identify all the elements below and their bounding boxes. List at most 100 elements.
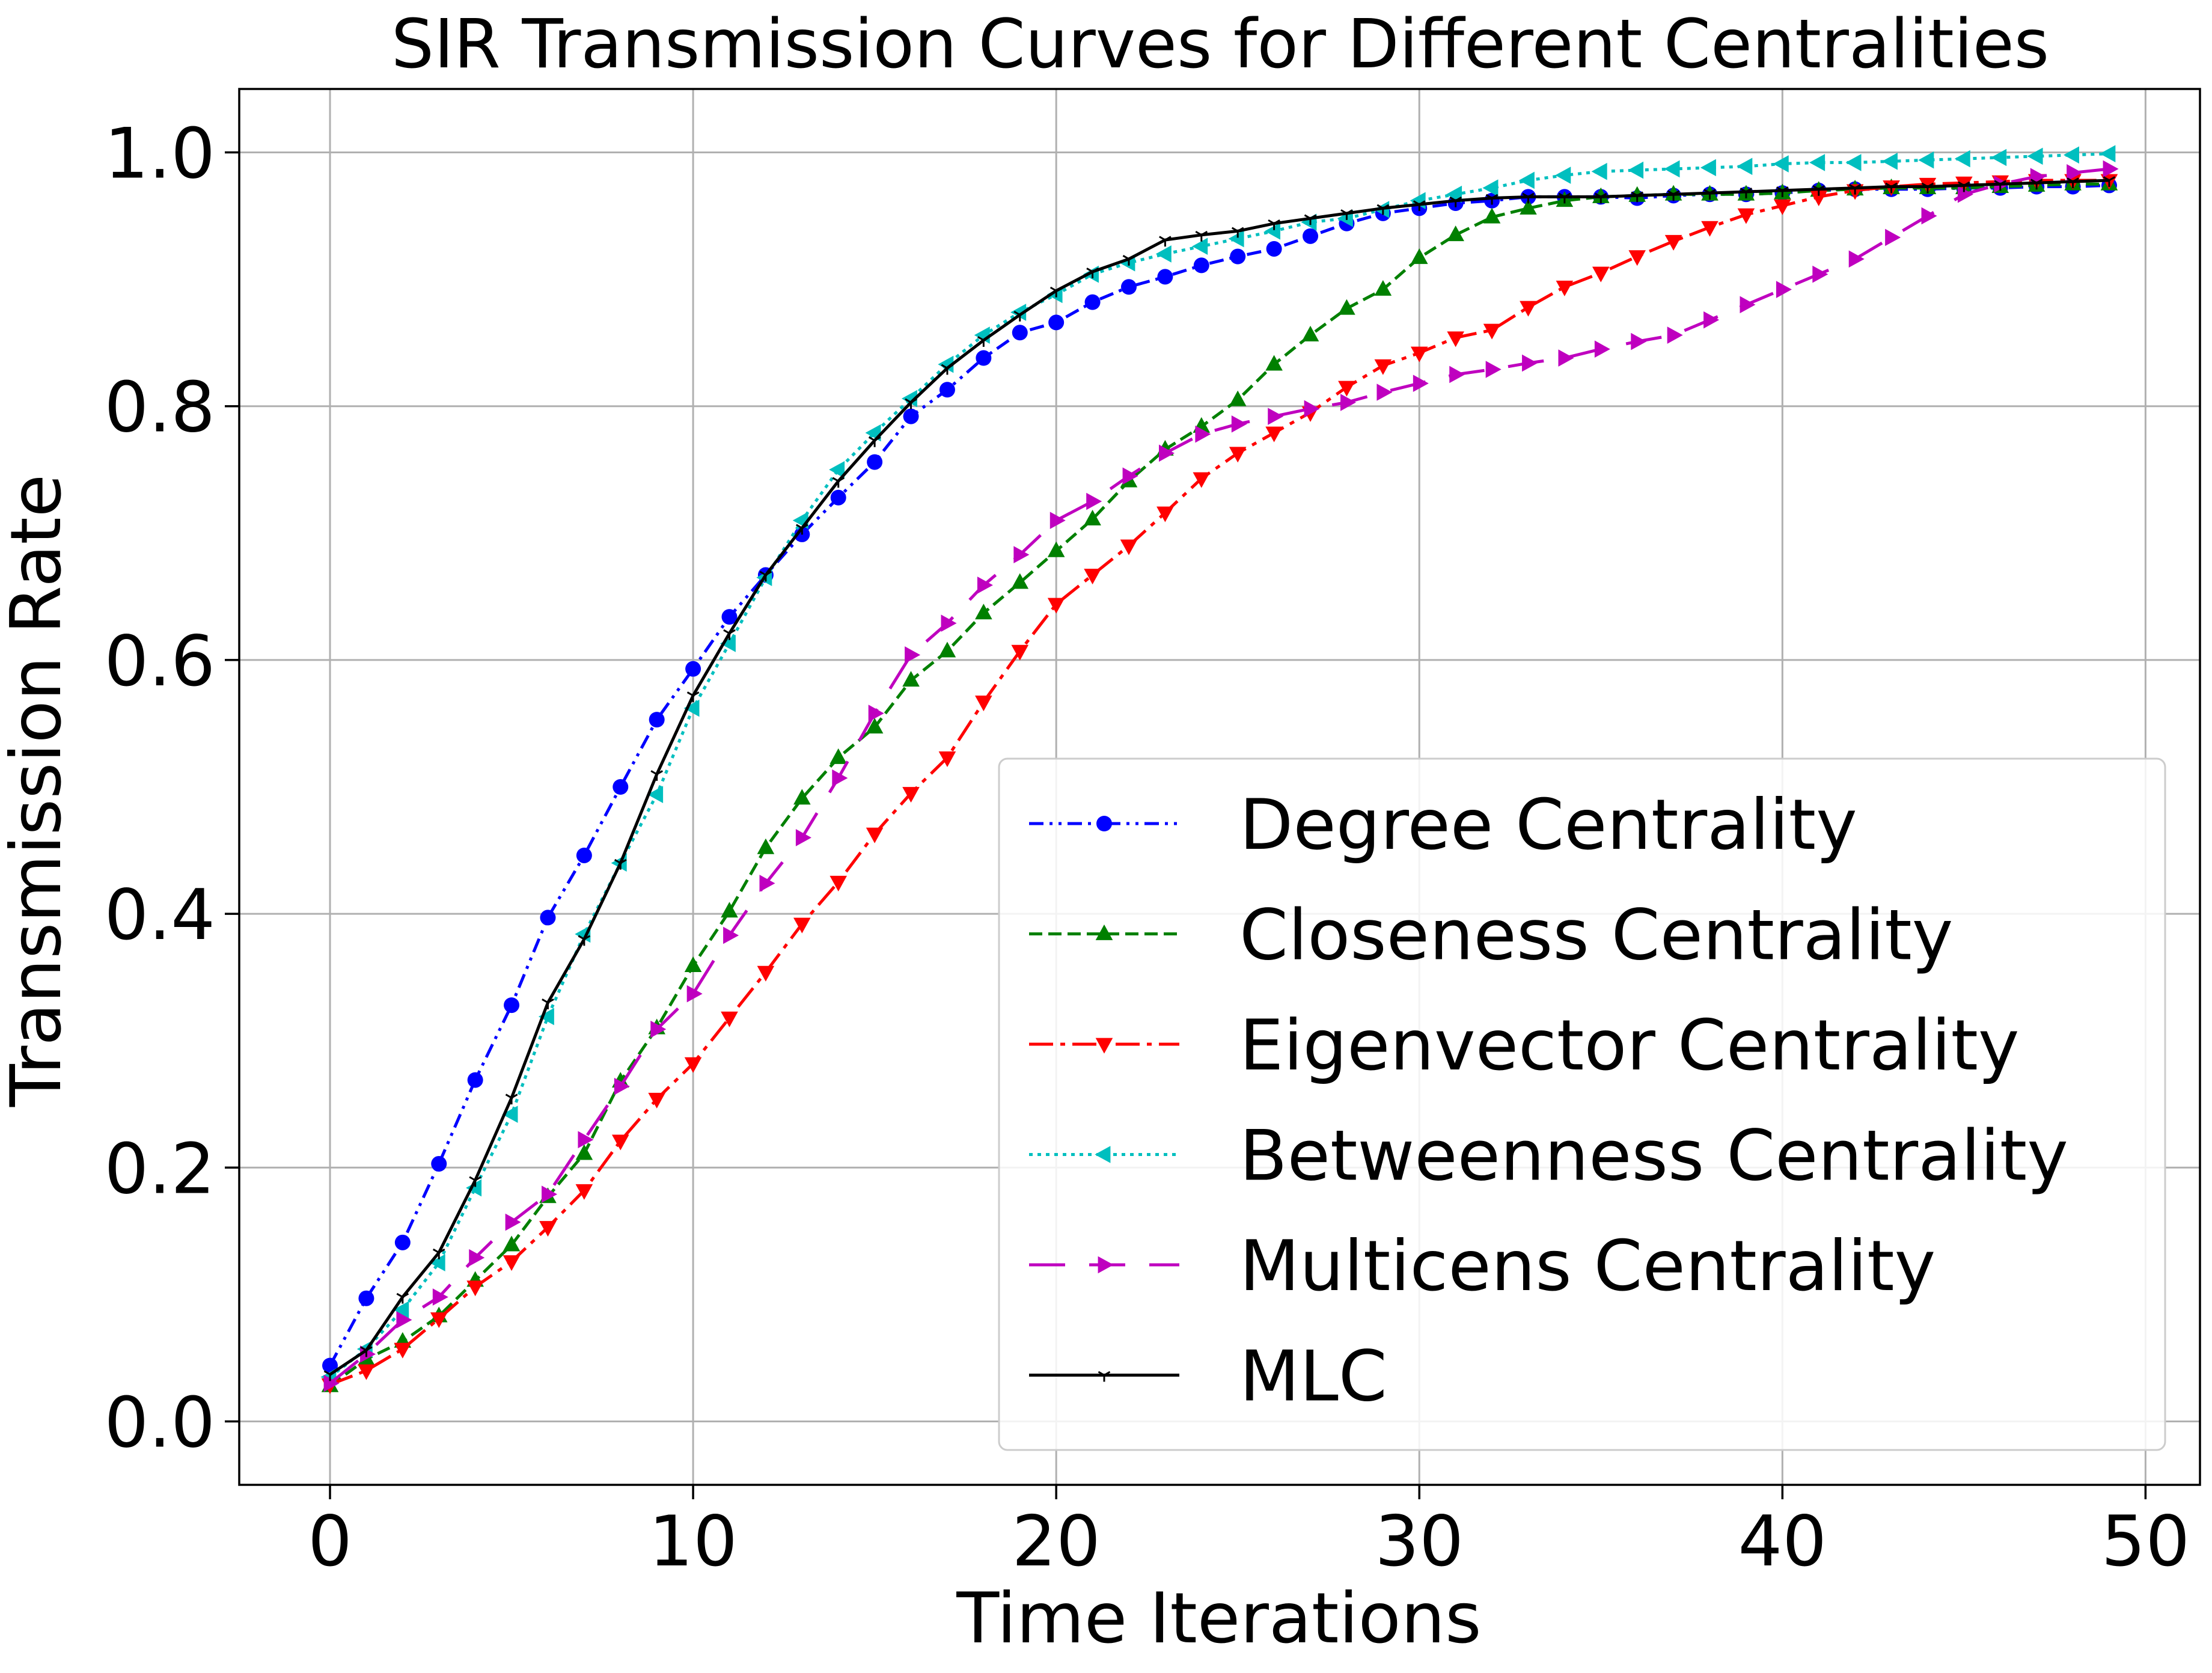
data-point [2030,179,2043,190]
data-point [1810,191,1828,207]
data-point [684,956,702,973]
data-point [1268,219,1280,230]
data-point [1303,228,1319,244]
data-point [614,858,627,870]
data-point [1776,281,1792,298]
legend-marker [1095,924,1113,940]
chart-title: SIR Transmission Curves for Different Ce… [391,5,2049,84]
data-point [975,604,992,620]
data-point [1667,190,1680,201]
y-tick-label: 1.0 [105,114,215,195]
data-point [393,1301,409,1318]
data-point [1485,361,1502,378]
data-point [539,1221,557,1237]
data-point [1773,155,1789,173]
data-point [1193,472,1211,488]
data-point [578,935,591,946]
data-point [830,875,848,892]
data-point [1921,207,1937,225]
plot-frame [238,88,2201,1486]
axes: 0 10 20 30 40 50 0.0 0.2 0.4 0.6 0.8 1.0 [105,88,2201,1582]
data-point [795,524,808,535]
data-point [2067,177,2079,189]
data-point [1449,365,1465,384]
data-point [1158,444,1175,462]
data-point [757,965,775,982]
x-tick-label: 50 [2101,1501,2190,1582]
data-point [1012,325,1028,341]
data-point [1340,209,1353,220]
data-point [868,436,881,447]
data-point [1958,181,1970,192]
data-point [686,985,703,1003]
data-point [647,786,664,803]
data-point [1774,199,1791,215]
data-point [1957,185,1973,203]
data-point [1558,192,1571,204]
data-point [2103,176,2116,187]
data-point [1449,196,1462,207]
data-point [504,997,520,1014]
data-point [648,1092,665,1109]
data-point [432,1288,448,1306]
legend-marker [1098,1371,1111,1382]
data-point [2027,147,2043,165]
data-point [1195,425,1211,443]
data-point [614,1077,630,1095]
data-point [1954,150,1970,168]
data-point [721,1011,738,1027]
data-point [938,641,956,658]
data-point [1885,182,1898,194]
legend-entry: Betweenness Centrality [1029,1116,2068,1197]
y-tick-label: 0.2 [105,1128,215,1210]
data-point [1628,250,1646,266]
data-point [394,1234,411,1250]
data-point [469,1176,481,1187]
data-point [1410,346,1428,362]
data-point [1265,426,1283,442]
data-point [1812,265,1829,283]
legend-label: Closeness Centrality [1239,895,1953,976]
data-point [1047,598,1065,614]
data-point [1340,394,1357,411]
data-point [1049,286,1063,298]
data-point [1338,381,1355,397]
data-point [1265,355,1283,371]
data-point [2100,145,2116,162]
data-point [723,629,736,640]
data-point [1229,390,1247,406]
data-point [1667,326,1683,344]
data-point [1848,183,1862,195]
data-point [1011,644,1029,661]
data-point [795,829,811,846]
legend-entry: MLC [1029,1336,1387,1418]
series-line [328,183,2110,1366]
data-point [1159,236,1172,247]
data-point [1157,269,1173,285]
data-point [1881,153,1898,170]
legend-marker [1096,816,1112,831]
data-point [723,926,739,944]
data-point [1122,255,1135,266]
data-point [721,902,738,918]
data-point [1413,375,1429,393]
data-point [757,838,775,854]
data-point [467,1072,483,1088]
data-point [2067,164,2083,182]
legend-label: Multicens Centrality [1239,1226,1936,1307]
data-point [1737,158,1753,176]
data-point [429,1254,445,1271]
y-tick-label: 0.8 [105,367,215,448]
data-point [1483,323,1501,340]
data-point [322,1357,338,1374]
series-line [329,179,2109,1386]
data-point [721,609,738,625]
series-layer [320,145,2119,1394]
data-point [1374,280,1392,296]
data-point [832,769,848,787]
data-point [1228,230,1244,248]
data-point [1809,154,1826,171]
data-point [611,1134,629,1151]
data-point [1013,546,1030,564]
data-point [505,1213,521,1231]
